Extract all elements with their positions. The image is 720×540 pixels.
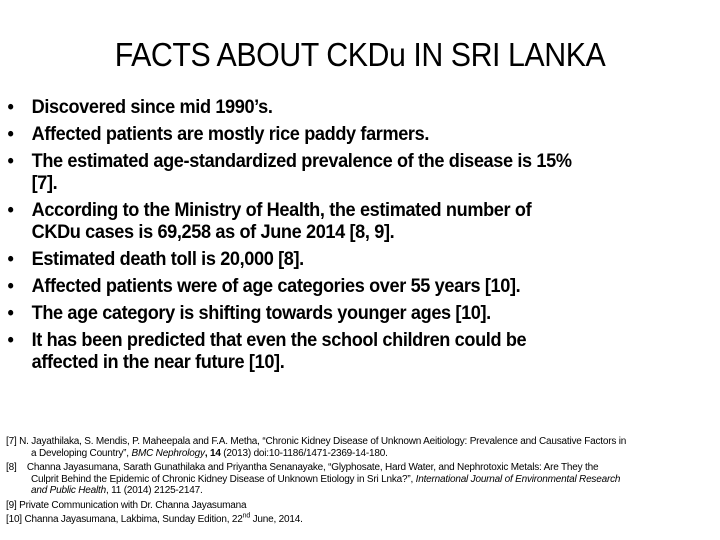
slide-title: FACTS ABOUT CKDu IN SRI LANKA [114, 36, 606, 73]
reference-number: [7] [6, 436, 17, 447]
reference-text: a Developing Country”, [31, 447, 132, 459]
bullet-text: The estimated age-standardized prevalenc… [31, 150, 572, 172]
reference-text: N. Jayathilaka, S. Mendis, P. Maheepala … [19, 436, 627, 447]
reference-9: [9] Private Communication with Dr. Chann… [6, 500, 716, 512]
bullet-text: It has been predicted that even the scho… [31, 329, 527, 351]
journal-name-cont: and Public Health [31, 485, 106, 496]
reference-text: Private Communication with Dr. Channa Ja… [19, 499, 247, 511]
reference-8: [8] Channa Jayasumana, Sarath Gunathilak… [6, 462, 716, 497]
bullet-icon: • [7, 248, 14, 270]
reference-number: [9] [6, 499, 17, 511]
bullet-list: • Discovered since mid 1990’s. • Affecte… [0, 96, 720, 378]
bullet-item: • Estimated death toll is 20,000 [8]. [0, 248, 720, 270]
bullet-text: The age category is shifting towards you… [31, 302, 492, 324]
bullet-icon: • [7, 302, 14, 324]
reference-text: , 11 (2014) 2125-2147. [105, 485, 203, 496]
reference-text: Channa Jayasumana, Sarath Gunathilaka an… [26, 462, 599, 473]
bullet-text: Estimated death toll is 20,000 [8]. [31, 248, 305, 270]
bullet-icon: • [7, 275, 14, 297]
bullet-item: • The estimated age-standardized prevale… [0, 150, 720, 194]
bullet-icon: • [7, 150, 14, 172]
reference-7: [7] N. Jayathilaka, S. Mendis, P. Maheep… [6, 436, 716, 459]
journal-name: BMC Nephrology [131, 447, 205, 459]
bullet-icon: • [7, 96, 14, 118]
references: [7] N. Jayathilaka, S. Mendis, P. Maheep… [6, 436, 716, 529]
bullet-text-cont: [7]. [31, 172, 58, 194]
volume: , 14 [204, 447, 221, 459]
bullet-item: • Affected patients were of age categori… [0, 275, 720, 297]
bullet-icon: • [7, 123, 14, 145]
reference-text: (2013) doi:10-1186/1471-2369-14-180. [220, 447, 388, 459]
reference-text: June, 2014. [250, 514, 303, 525]
reference-text: Culprit Behind the Epidemic of Chronic K… [31, 473, 416, 485]
bullet-item: • Affected patients are mostly rice padd… [0, 123, 720, 145]
bullet-item: • The age category is shifting towards y… [0, 302, 720, 324]
bullet-text-cont: affected in the near future [10]. [31, 351, 285, 373]
bullet-item: • According to the Ministry of Health, t… [0, 199, 720, 243]
bullet-icon: • [7, 329, 14, 351]
bullet-item: • It has been predicted that even the sc… [0, 329, 720, 373]
bullet-text: Discovered since mid 1990’s. [31, 96, 273, 118]
bullet-item: • Discovered since mid 1990’s. [0, 96, 720, 118]
reference-text: Channa Jayasumana, Lakbima, Sunday Editi… [24, 514, 243, 525]
bullet-text: According to the Ministry of Health, the… [31, 199, 532, 221]
bullet-text: Affected patients were of age categories… [31, 275, 521, 297]
reference-10: [10] Channa Jayasumana, Lakbima, Sunday … [6, 512, 716, 526]
ordinal-suffix: nd [242, 512, 251, 520]
bullet-text-cont: CKDu cases is 69,258 as of June 2014 [8,… [31, 221, 395, 243]
journal-name: International Journal of Environmental R… [415, 473, 621, 485]
reference-number: [8] [6, 462, 17, 473]
bullet-text: Affected patients are mostly rice paddy … [31, 123, 430, 145]
reference-number: [10] [6, 514, 22, 525]
bullet-icon: • [7, 199, 14, 221]
